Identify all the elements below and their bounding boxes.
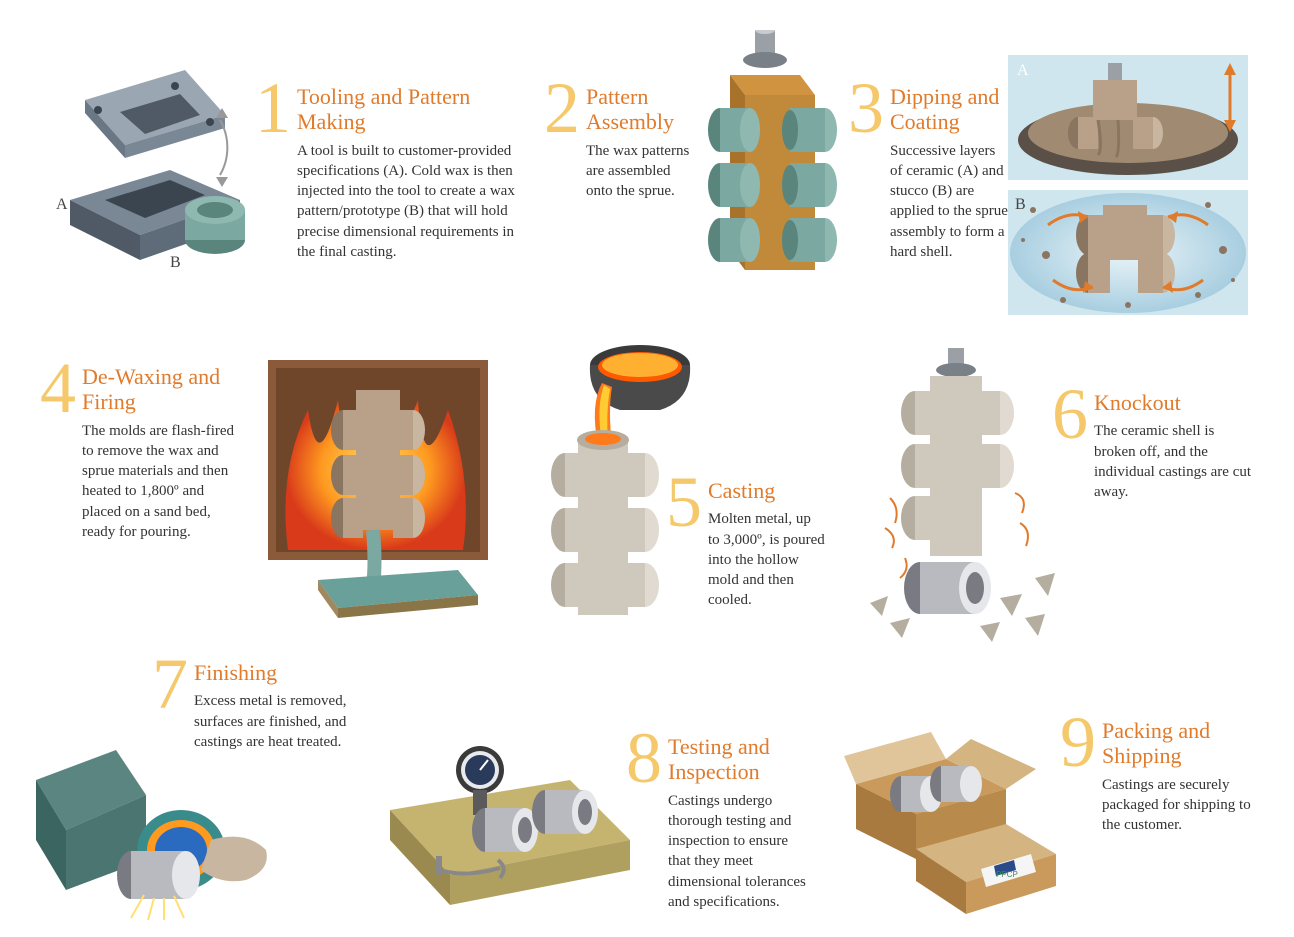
step-6: 6 Knockout The ceramic shell is broken o… (1052, 386, 1252, 502)
step-body-9: Castings are securely packaged for shipp… (1102, 775, 1260, 836)
step-4: 4 De-Waxing and Firing The molds are fla… (40, 360, 240, 542)
illus-step-6 (850, 348, 1070, 648)
step-7: 7 Finishing Excess metal is removed, sur… (152, 656, 352, 752)
illus-step-7 (36, 740, 296, 920)
step-1: 1 Tooling and Pattern Making A tool is b… (255, 80, 520, 262)
illus-step-3 (1008, 55, 1248, 315)
step-title-2: Pattern Assembly (586, 84, 694, 135)
step-body-6: The ceramic shell is broken off, and the… (1094, 421, 1252, 502)
step-5: 5 Casting Molten metal, up to 3,000º, is… (666, 474, 826, 611)
step-body-4: The molds are flash-fired to remove the … (82, 421, 240, 543)
step3-label-b: B (1015, 196, 1026, 214)
step-number-9: 9 (1060, 714, 1096, 772)
step1-label-a: A (56, 196, 68, 214)
box-label-text: PPCP (996, 870, 1018, 879)
step-body-3: Successive layers of ceramic (A) and stu… (890, 141, 1008, 263)
step-title-8: Testing and Inspection (668, 734, 806, 785)
step-title-5: Casting (708, 478, 826, 503)
step-number-3: 3 (848, 80, 884, 138)
step-title-3: Dipping and Coating (890, 84, 1008, 135)
step-title-4: De-Waxing and Firing (82, 364, 240, 415)
step-3: 3 Dipping and Coating Successive layers … (848, 80, 1008, 262)
step-title-7: Finishing (194, 660, 352, 685)
step1-label-b: B (170, 254, 181, 272)
step-number-5: 5 (666, 474, 702, 532)
illus-step-8 (370, 740, 640, 920)
step-number-4: 4 (40, 360, 76, 418)
illus-step-9: PPCP (836, 714, 1066, 924)
step-body-7: Excess metal is removed, surfaces are fi… (194, 691, 352, 752)
illus-step-1 (50, 60, 260, 270)
step3-label-a: A (1017, 62, 1029, 80)
step-number-1: 1 (255, 80, 291, 138)
step-8: 8 Testing and Inspection Castings underg… (626, 730, 806, 912)
step-number-7: 7 (152, 656, 188, 714)
step-number-6: 6 (1052, 386, 1088, 444)
step-2: 2 Pattern Assembly The wax patterns are … (544, 80, 694, 201)
step-title-1: Tooling and Pattern Making (297, 84, 520, 135)
illus-step-4 (258, 350, 498, 620)
illus-step-2 (690, 30, 840, 300)
step-title-6: Knockout (1094, 390, 1252, 415)
step-number-2: 2 (544, 80, 580, 138)
step-title-9: Packing and Shipping (1102, 718, 1260, 769)
step-9: 9 Packing and Shipping Castings are secu… (1060, 714, 1260, 835)
step-body-5: Molten metal, up to 3,000º, is poured in… (708, 509, 826, 610)
step-body-1: A tool is built to customer-provided spe… (297, 141, 520, 263)
step-body-8: Castings undergo thorough testing and in… (668, 791, 806, 913)
step-body-2: The wax patterns are assembled onto the … (586, 141, 694, 202)
step-number-8: 8 (626, 730, 662, 788)
